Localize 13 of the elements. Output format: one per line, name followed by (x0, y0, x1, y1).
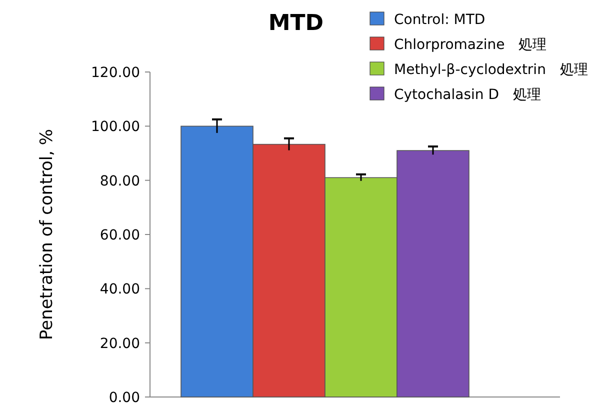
legend-label: Control: MTD (394, 12, 486, 28)
y-tick-label: 0.00 (108, 390, 140, 404)
y-axis-title: Penetration of control, % (37, 128, 57, 340)
y-tick-label: 80.00 (100, 173, 140, 190)
y-tick-label: 60.00 (100, 228, 140, 244)
y-tick-label: 120.00 (91, 65, 140, 81)
legend-label: Cytochalasin D 処理 (394, 87, 542, 103)
legend-label: Chlorpromazine 処理 (394, 37, 547, 53)
chart-title: MTD (268, 11, 324, 36)
y-tick-label: 40.00 (100, 282, 140, 298)
y-tick-label: 20.00 (100, 336, 140, 352)
legend-label: Methyl-β-cyclodextrin 処理 (394, 62, 588, 78)
y-tick-label: 100.00 (91, 119, 140, 136)
